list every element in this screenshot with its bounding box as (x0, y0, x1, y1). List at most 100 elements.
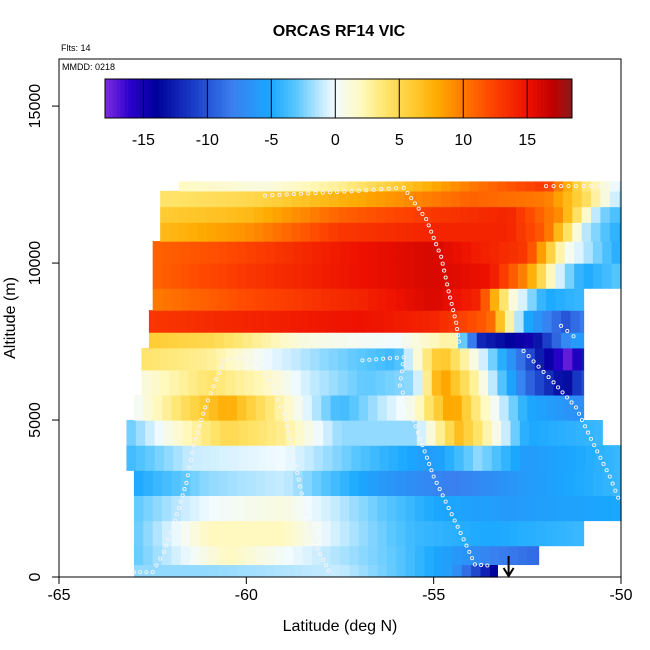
track-point (588, 436, 594, 441)
heatmap-cell (443, 288, 453, 311)
y-tick-label: 10000 (27, 241, 44, 286)
heatmap-cell (218, 495, 229, 522)
colorbar-segment (276, 79, 281, 118)
heatmap-cell (274, 564, 285, 578)
track-point (521, 348, 526, 354)
track-point (381, 356, 386, 361)
track-point (349, 189, 354, 194)
heatmap-cell (429, 310, 440, 333)
heatmap-cell (208, 520, 219, 547)
heatmap-cell (218, 470, 229, 496)
heatmap-cell (227, 263, 238, 289)
heatmap-cell (308, 310, 319, 333)
heatmap-cell (330, 288, 341, 311)
heatmap-cell (171, 545, 182, 566)
heatmap-cell (461, 564, 472, 578)
heatmap-cell (585, 420, 596, 446)
heatmap-cell (274, 545, 285, 566)
heatmap-layer (160, 206, 622, 223)
heatmap-cell (527, 470, 538, 496)
heatmap-cell (536, 394, 547, 421)
heatmap-cell (283, 545, 294, 566)
colorbar-segment (206, 79, 211, 118)
colorbar-segment (233, 79, 238, 118)
heatmap-cell (396, 241, 407, 264)
heatmap-cell (366, 181, 377, 192)
heatmap-cell (263, 222, 274, 242)
heatmap-cell (206, 347, 217, 371)
colorbar-segment (501, 79, 507, 118)
heatmap-cell (244, 222, 255, 242)
heatmap-cell (489, 470, 500, 496)
track-point (585, 430, 591, 435)
colorbar-segment (517, 79, 522, 118)
track-point (191, 443, 196, 448)
colorbar-segment (420, 79, 425, 118)
heatmap-cell (358, 288, 369, 311)
heatmap-cell (478, 190, 489, 208)
colorbar-tick-label: 5 (395, 132, 404, 149)
track-point (571, 334, 576, 339)
heatmap-cell (536, 470, 547, 496)
track-point (420, 211, 425, 216)
heatmap-cell (532, 310, 543, 333)
heatmap-cell (223, 332, 234, 349)
track-point (190, 450, 195, 455)
heatmap-cell (188, 347, 199, 371)
heatmap-layer (133, 545, 540, 566)
heatmap-cell (148, 332, 159, 349)
colorbar-segment (295, 79, 301, 118)
heatmap-cell (523, 332, 534, 349)
colorbar-segment (221, 79, 227, 118)
track-point (451, 308, 456, 313)
heatmap-layer (133, 520, 585, 547)
track-point (598, 455, 603, 460)
track-point (184, 480, 189, 485)
heatmap-cell (368, 263, 379, 289)
heatmap-cell (293, 263, 304, 289)
heatmap-cell (433, 394, 444, 421)
plot-frame (58, 58, 622, 578)
heatmap-cell (527, 394, 538, 421)
heatmap-cell (152, 470, 163, 496)
heatmap-cell (450, 222, 461, 242)
heatmap-cell (272, 181, 283, 192)
track-point (266, 377, 271, 383)
heatmap-cell (340, 394, 350, 421)
heatmap-cell (197, 181, 208, 192)
track-point (199, 417, 204, 423)
heatmap-cell (208, 545, 219, 566)
heatmap-cell (452, 470, 463, 496)
heatmap-cell (394, 347, 405, 371)
heatmap-cell (158, 332, 169, 349)
heatmap-cell (403, 347, 414, 371)
heatmap-cell (173, 420, 184, 446)
heatmap-cell (328, 206, 339, 223)
track-point (455, 326, 460, 332)
heatmap-cell (220, 445, 231, 471)
heatmap-cell (405, 495, 416, 522)
heatmap-cell (396, 288, 407, 311)
heatmap-cell (377, 288, 388, 311)
heatmap-cell (190, 545, 201, 566)
colorbar-segment (260, 79, 266, 118)
heatmap-cell (246, 263, 257, 289)
heatmap-cell (180, 241, 191, 264)
heatmap-cell (499, 394, 510, 421)
heatmap-cell (377, 495, 388, 522)
colorbar-segment (213, 79, 219, 118)
heatmap-cell (433, 564, 444, 578)
heatmap-cell (178, 206, 189, 223)
track-point (472, 562, 477, 567)
heatmap-cell (223, 310, 234, 333)
heatmap-cell (283, 495, 294, 522)
colorbar-tick-label: 10 (454, 132, 472, 149)
track-point (467, 549, 472, 554)
track-point (442, 268, 447, 273)
heatmap-cell (401, 332, 412, 349)
heatmap-cell (160, 206, 171, 223)
heatmap-cell (564, 520, 575, 547)
heatmap-cell (562, 347, 573, 371)
colorbar-segment (132, 79, 137, 118)
heatmap-cell (330, 545, 341, 566)
